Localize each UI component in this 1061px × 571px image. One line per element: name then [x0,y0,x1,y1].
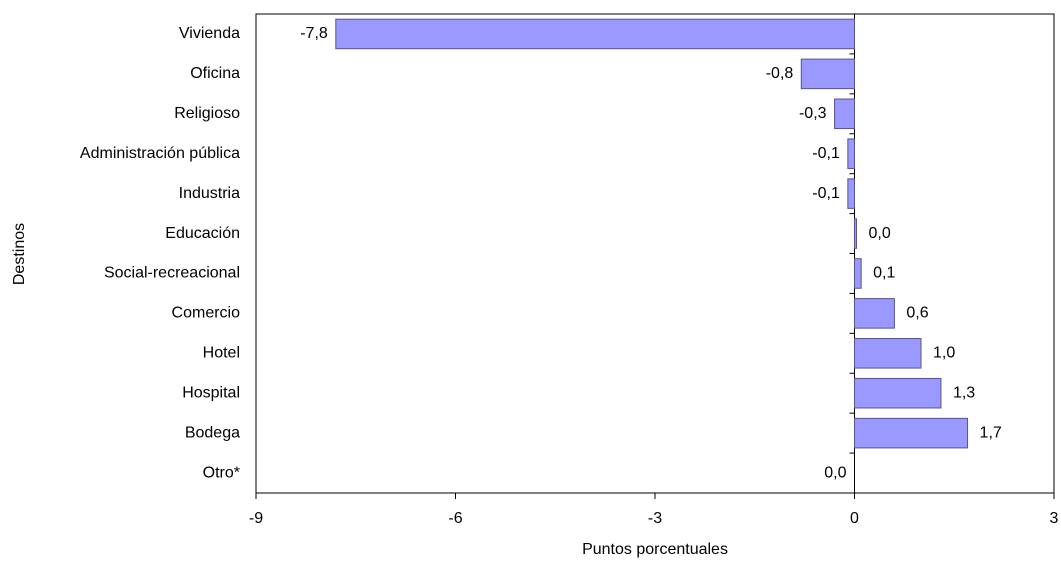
y-tick-label: Vivienda [179,25,240,42]
value-label: 1,3 [953,384,975,401]
value-label: -0,1 [812,185,840,202]
y-tick-label: Bodega [185,424,240,441]
bar [854,338,922,369]
value-label: 0,6 [906,305,928,322]
y-tick-label: Comercio [172,305,241,322]
value-label: -0,3 [799,105,827,122]
x-tick-label: 0 [850,510,859,527]
y-tick-label: Administración pública [80,145,240,162]
bar [854,258,862,289]
value-label: 0,0 [868,225,890,242]
y-axis-title: Destinos [11,223,28,285]
y-tick-label: Social-recreacional [104,265,240,282]
bar [854,377,942,409]
bar [854,417,969,449]
bar [335,18,855,50]
bar [834,98,855,130]
y-tick-label: Hotel [203,345,240,362]
x-tick-label: -6 [448,510,462,527]
bar [800,58,855,90]
y-tick-label: Industria [179,185,240,202]
value-label: 1,7 [980,424,1002,441]
y-tick-label: Otro* [203,464,240,481]
x-tick-label: -9 [249,510,263,527]
y-tick-label: Educación [165,225,240,242]
value-label: 0,0 [824,464,846,481]
y-tick-label: Religioso [174,105,240,122]
x-tick-label: 3 [1050,510,1059,527]
bar [854,218,857,249]
value-label: 0,1 [873,265,895,282]
y-tick-label: Hospital [182,384,240,401]
value-label: -0,8 [766,65,794,82]
y-tick-label: Oficina [190,65,240,82]
bar [847,138,855,169]
x-axis-title: Puntos porcentuales [582,541,728,558]
x-tick-label: -3 [648,510,662,527]
value-label: -7,8 [300,25,328,42]
bar [847,178,855,209]
value-label: 1,0 [933,345,955,362]
value-label: -0,1 [812,145,840,162]
bar [854,298,895,329]
